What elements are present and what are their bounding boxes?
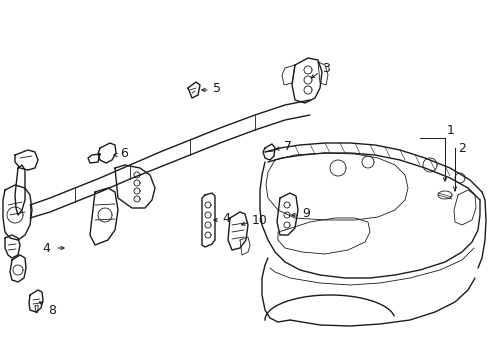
Text: 1: 1 <box>447 123 455 136</box>
Text: 9: 9 <box>302 207 310 220</box>
Text: 3: 3 <box>322 62 330 75</box>
Text: 4: 4 <box>222 212 230 225</box>
Text: 7: 7 <box>284 140 292 153</box>
Text: 5: 5 <box>213 81 221 95</box>
Text: 6: 6 <box>120 147 128 159</box>
Text: 8: 8 <box>48 303 56 316</box>
Text: 2: 2 <box>458 141 466 154</box>
Text: 10: 10 <box>252 213 268 226</box>
Text: 4: 4 <box>42 242 50 255</box>
